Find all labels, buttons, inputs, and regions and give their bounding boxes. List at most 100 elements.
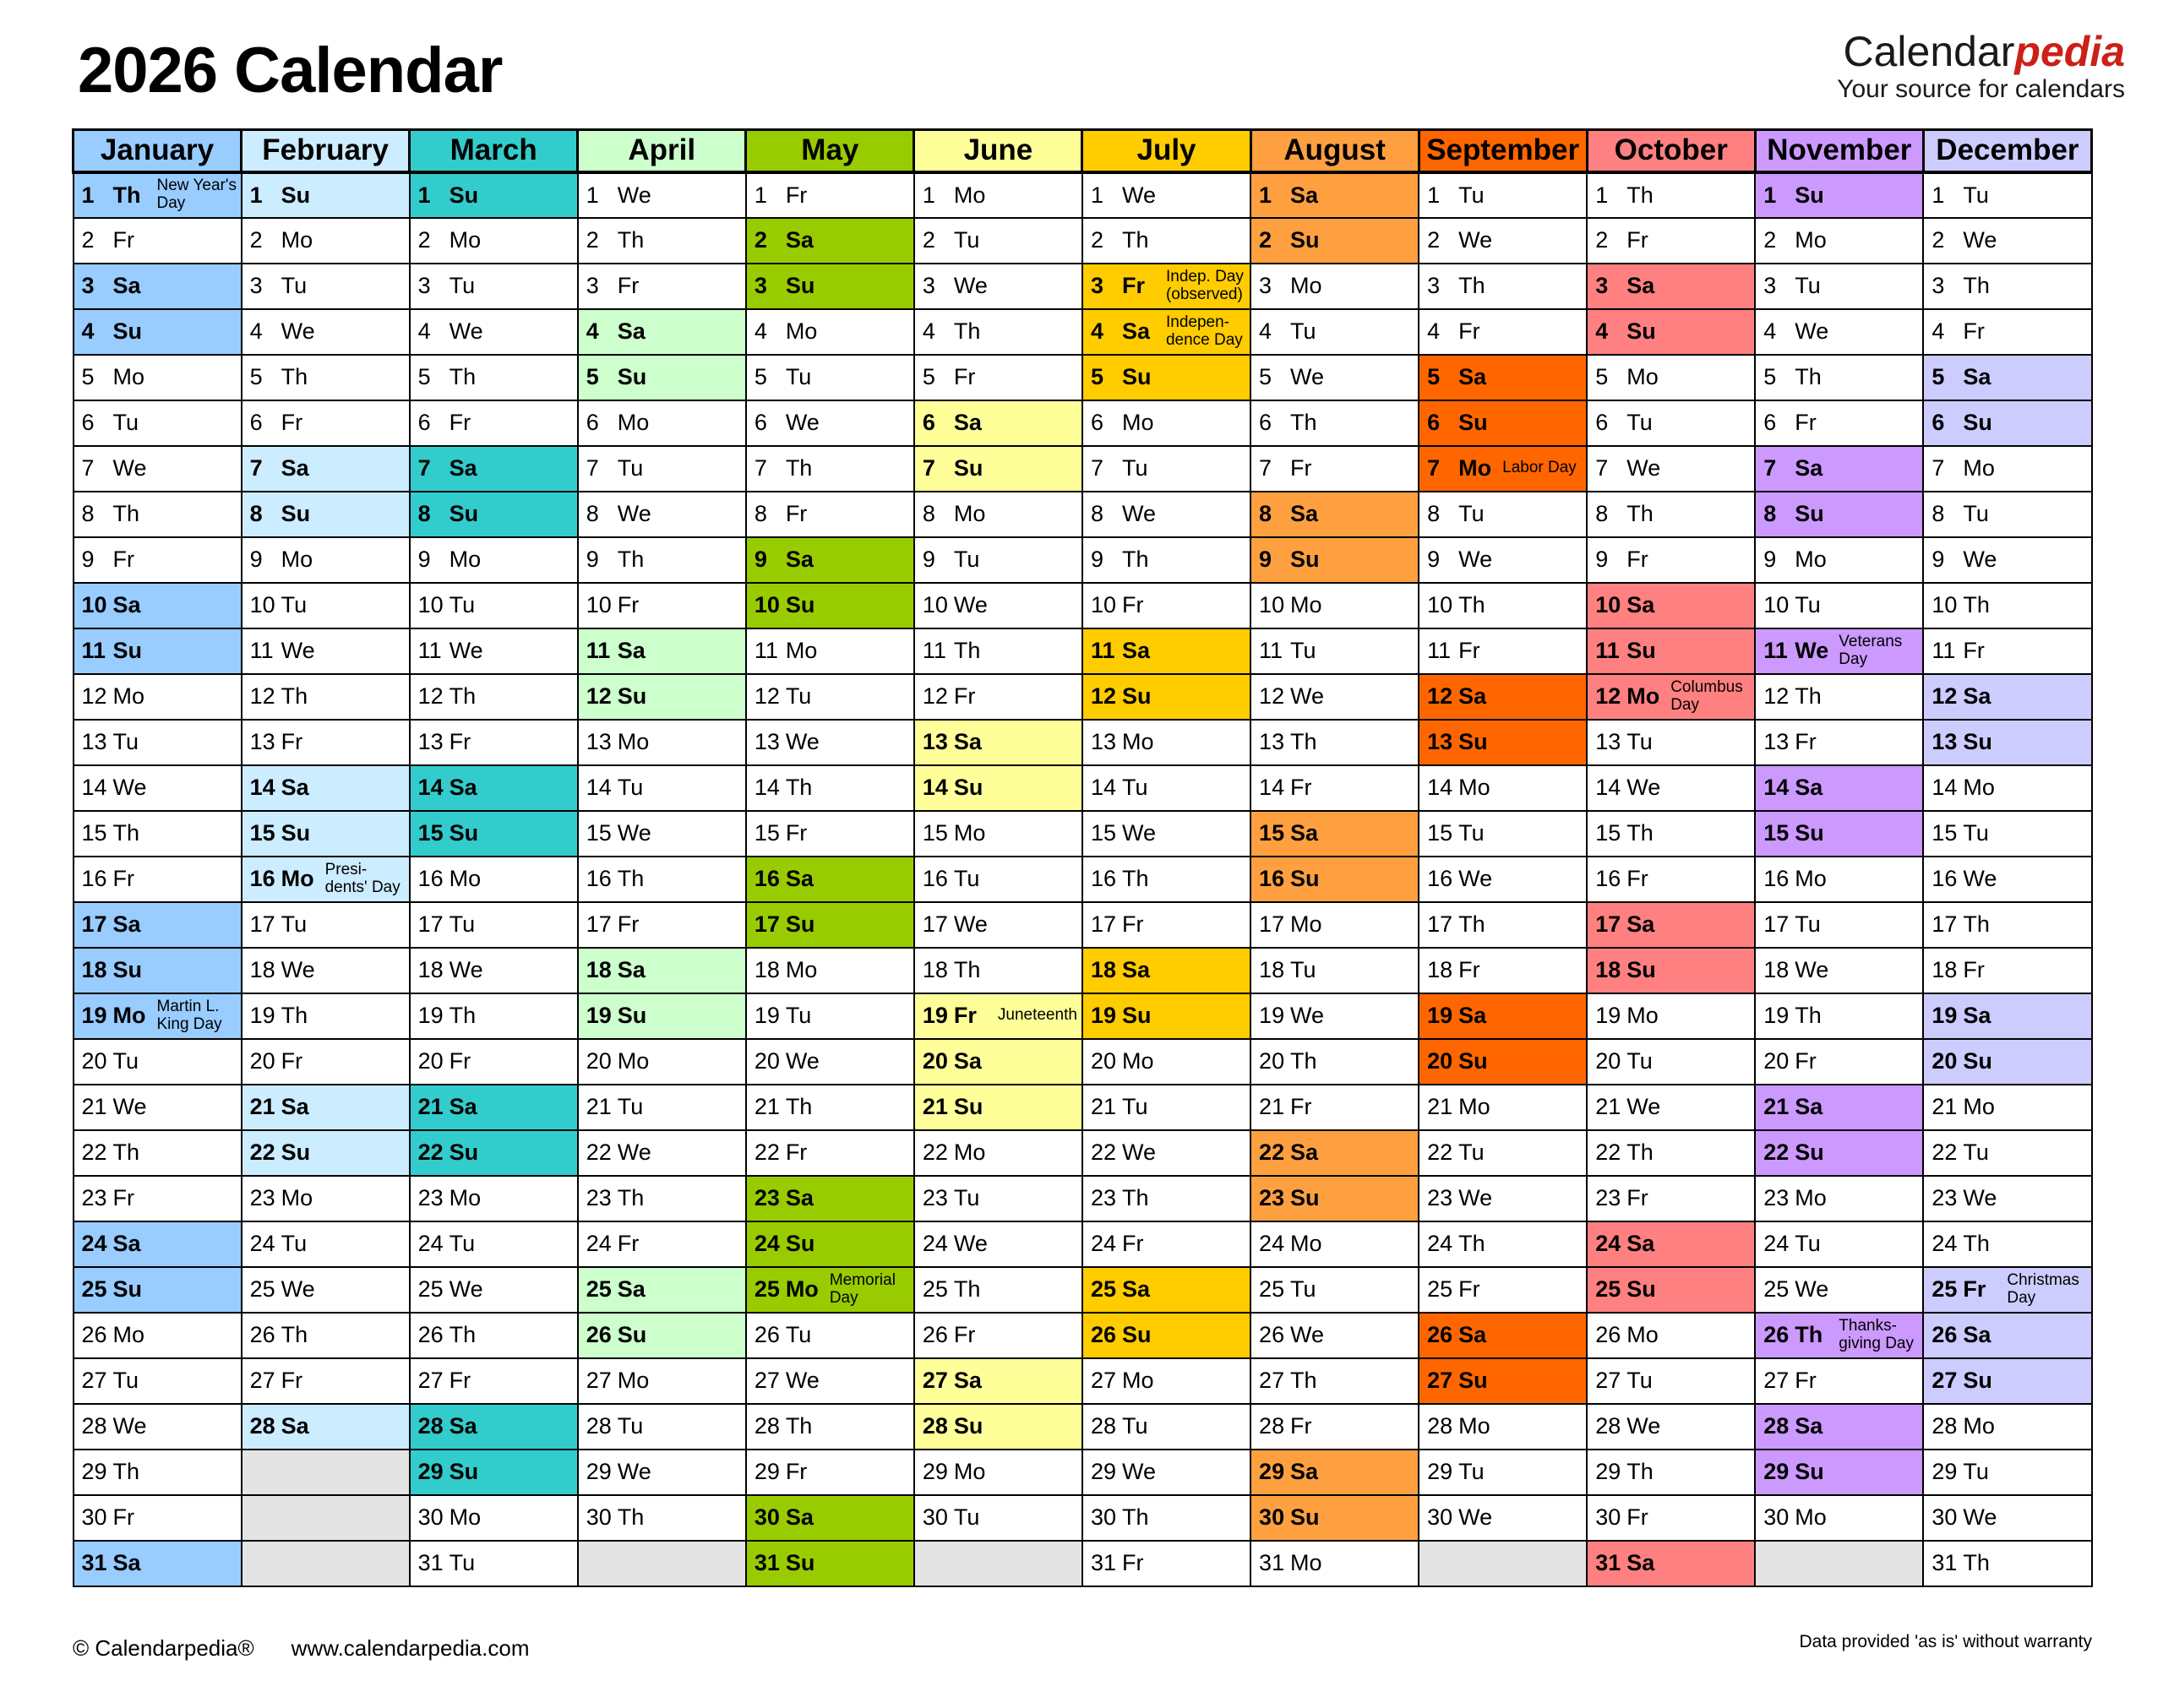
day-cell-march-22: 22 Su	[408, 1129, 579, 1177]
day-cell-february-9: 9 Mo	[240, 536, 411, 584]
day-cell-january-1: 1 Th New Year's Day	[72, 171, 242, 219]
day-cell-november-19: 19 Th	[1754, 992, 1925, 1040]
day-row-4: 4 Su 4 We 4 We 4 Sa 4 Mo 4 Th 4 Sa Indepen-dence Day 4 T…	[72, 307, 2093, 356]
day-number: 12	[1090, 683, 1117, 709]
weekday-label: Mo	[617, 410, 650, 435]
day-cell-march-21: 21 Sa	[408, 1083, 579, 1131]
day-cell-august-27: 27 Th	[1250, 1357, 1420, 1405]
day-cell-february-1: 1 Su	[240, 171, 411, 219]
day-number: 23	[417, 1185, 444, 1210]
day-number: 1	[754, 182, 767, 208]
day-cell-november-7: 7 Sa	[1754, 444, 1925, 492]
weekday-label: We	[1458, 1504, 1493, 1530]
day-number: 6	[1259, 410, 1272, 435]
weekday-label: Th	[112, 501, 140, 526]
weekday-label: Th	[1290, 729, 1317, 754]
day-number: 11	[249, 638, 274, 663]
day-cell-july-2: 2 Th	[1081, 216, 1252, 264]
day-number: 21	[1763, 1094, 1790, 1119]
day-number: 24	[81, 1231, 107, 1256]
weekday-label: Su	[1290, 227, 1320, 253]
day-number: 13	[1931, 729, 1958, 754]
day-number: 10	[1427, 592, 1453, 617]
day-number: 23	[249, 1185, 275, 1210]
weekday-label: Mo	[1290, 592, 1322, 617]
day-cell-november-3: 3 Tu	[1754, 262, 1925, 310]
weekday-label: We	[617, 501, 651, 526]
weekday-label: Mo	[1795, 227, 1827, 253]
weekday-label: Su	[281, 501, 311, 526]
weekday-label: Mo	[1290, 1231, 1322, 1256]
day-cell-june-7: 7 Su	[913, 444, 1083, 492]
day-number: 31	[81, 1550, 107, 1575]
day-cell-april-25: 25 Sa	[576, 1265, 747, 1314]
weekday-label: Th	[1458, 911, 1485, 937]
day-number: 19	[922, 1003, 948, 1028]
day-cell-february-19: 19 Th	[240, 992, 411, 1040]
weekday-label: Sa	[1290, 501, 1319, 526]
weekday-label: We	[281, 957, 315, 982]
weekday-label: Fr	[785, 182, 808, 208]
day-cell-november-30: 30 Mo	[1754, 1493, 1925, 1542]
weekday-label: Fr	[1795, 410, 1817, 435]
weekday-label: Mo	[617, 1368, 650, 1393]
day-number: 6	[1763, 410, 1777, 435]
weekday-label: Fr	[449, 729, 471, 754]
weekday-label: Th	[1121, 547, 1149, 572]
day-cell-october-19: 19 Mo	[1586, 992, 1757, 1040]
day-number: 26	[417, 1322, 444, 1347]
weekday-label: Mo	[1626, 1322, 1659, 1347]
day-number: 28	[1595, 1413, 1621, 1439]
day-number: 14	[922, 775, 948, 800]
day-cell-february-22: 22 Su	[240, 1129, 411, 1177]
day-number: 12	[1763, 683, 1790, 709]
weekday-label: Tu	[1963, 1140, 1989, 1165]
day-cell-december-8: 8 Tu	[1922, 490, 2093, 538]
weekday-label: Tu	[1963, 1459, 1989, 1484]
weekday-label: Mo	[953, 1140, 986, 1165]
weekday-label: Mo	[953, 1459, 986, 1484]
weekday-label: Su	[1963, 1368, 1992, 1393]
weekday-label: Fr	[1458, 957, 1480, 982]
day-cell-september-16: 16 We	[1418, 855, 1588, 903]
day-cell-november-10: 10 Tu	[1754, 581, 1925, 629]
day-number: 26	[1595, 1322, 1621, 1347]
day-cell-october-3: 3 Sa	[1586, 262, 1757, 310]
day-cell-february-17: 17 Tu	[240, 900, 411, 949]
day-row-25: 25 Su 25 We 25 We 25 Sa 25 Mo Memorial Day 25 Th 25 Sa 2…	[72, 1265, 2093, 1314]
day-number: 17	[1763, 911, 1790, 937]
day-cell-december-11: 11 Fr	[1922, 627, 2093, 675]
day-number: 24	[1259, 1231, 1285, 1256]
day-cell-july-24: 24 Fr	[1081, 1220, 1252, 1268]
website-link[interactable]: www.calendarpedia.com	[291, 1635, 530, 1661]
day-cell-april-2: 2 Th	[576, 216, 747, 264]
day-cell-april-23: 23 Th	[576, 1174, 747, 1222]
day-number: 26	[249, 1322, 275, 1347]
weekday-label: Sa	[281, 1094, 309, 1119]
weekday-label: Su	[449, 820, 479, 846]
weekday-label: Su	[1626, 318, 1656, 344]
day-cell-may-18: 18 Mo	[744, 946, 915, 994]
day-number: 25	[81, 1276, 107, 1302]
day-cell-january-11: 11 Su	[72, 627, 242, 675]
weekday-label: Su	[1290, 1185, 1320, 1210]
day-number: 16	[754, 866, 780, 891]
day-cell-march-2: 2 Mo	[408, 216, 579, 264]
day-cell-december-12: 12 Sa	[1922, 672, 2093, 721]
day-cell-november-17: 17 Tu	[1754, 900, 1925, 949]
weekday-label: Sa	[1626, 1231, 1655, 1256]
weekday-label: Tu	[1290, 318, 1316, 344]
day-number: 14	[1931, 775, 1958, 800]
day-number: 13	[922, 729, 948, 754]
day-cell-april-21: 21 Tu	[576, 1083, 747, 1131]
day-number: 9	[586, 547, 599, 572]
day-cell-june-15: 15 Mo	[913, 809, 1083, 857]
day-number: 22	[1931, 1140, 1958, 1165]
day-cell-march-17: 17 Tu	[408, 900, 579, 949]
weekday-label: Tu	[785, 364, 812, 389]
day-number: 17	[1090, 911, 1117, 937]
day-cell-october-11: 11 Su	[1586, 627, 1757, 675]
day-row-3: 3 Sa 3 Tu 3 Tu 3 Fr 3 Su 3 We 3 Fr Indep. Day (observed…	[72, 262, 2093, 310]
weekday-label: Sa	[1795, 1413, 1823, 1439]
day-number: 12	[81, 683, 107, 709]
